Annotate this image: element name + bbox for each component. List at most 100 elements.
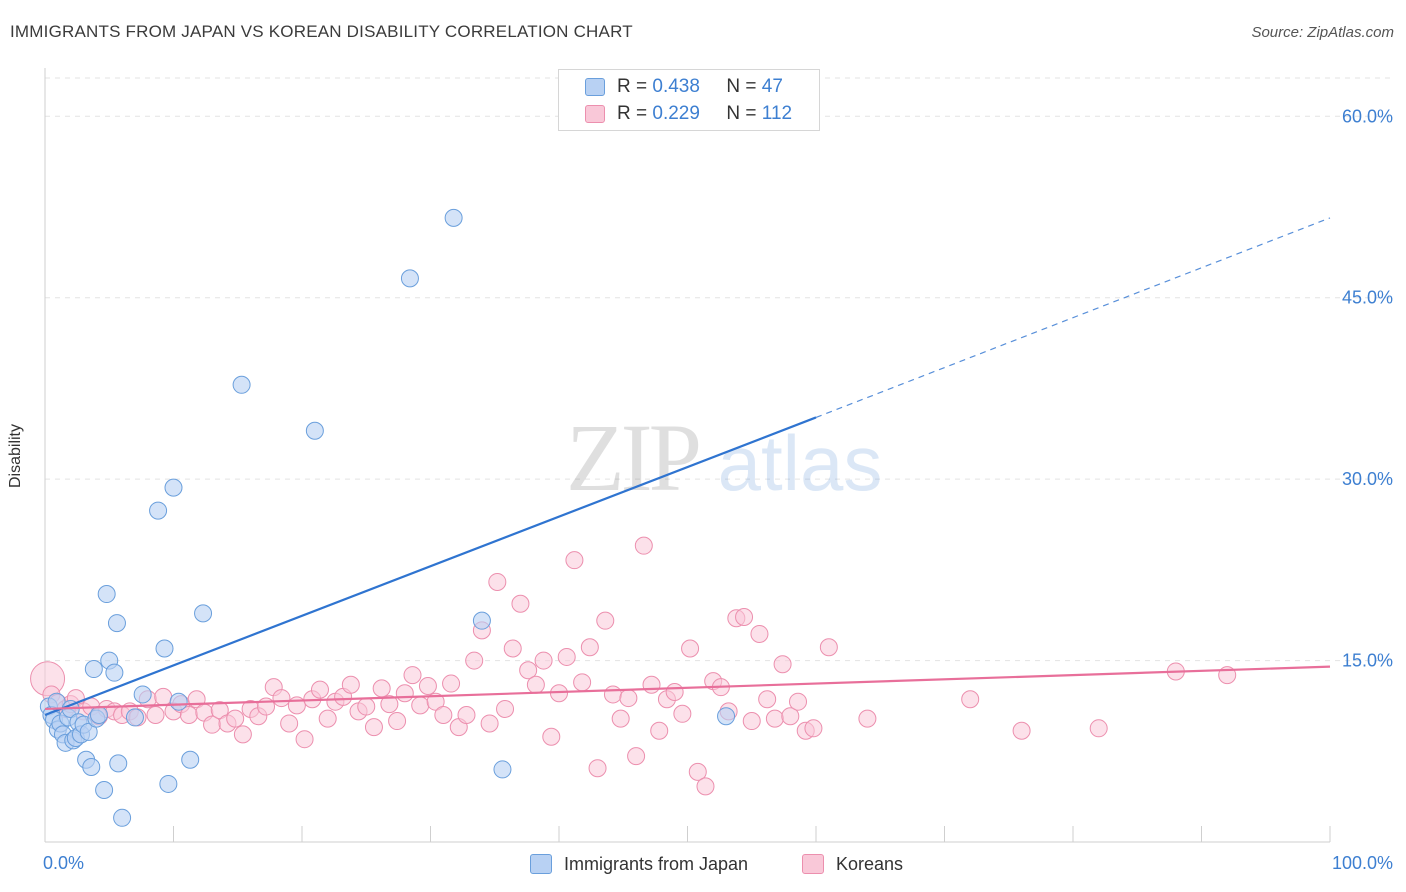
y-axis-label: Disability [7, 423, 24, 489]
legend-n-value: 47 [761, 76, 783, 97]
japan-point [84, 660, 103, 679]
bottom-legend-koreans: Koreans [802, 852, 903, 876]
korean-point [688, 762, 707, 781]
korean-point [364, 718, 383, 737]
korean-point [750, 624, 769, 643]
korean-point [619, 689, 638, 708]
y-tick-label: 30.0% [1342, 469, 1393, 489]
korean-point [773, 655, 792, 674]
korean-point [1012, 721, 1031, 740]
japan-point [194, 604, 213, 623]
grid-lines [45, 77, 1395, 662]
japan-point [97, 585, 116, 604]
watermark: ZIP atlas [566, 404, 882, 511]
korean-point [480, 714, 499, 733]
korean-point [634, 536, 653, 555]
japan-point [95, 780, 114, 799]
korean-point [557, 647, 576, 666]
korean-point [511, 594, 530, 613]
korean-point [233, 725, 252, 744]
korean-point [372, 679, 391, 698]
japan-point [133, 685, 152, 704]
korean-point [650, 721, 669, 740]
japan-point [472, 611, 491, 630]
korean-point [588, 759, 607, 778]
legend-r-value: 0.229 [652, 103, 700, 124]
japan-point [105, 663, 124, 682]
korean-point [388, 712, 407, 731]
japan-point [400, 269, 419, 288]
japan-point [159, 774, 178, 793]
japan-point [82, 758, 101, 777]
legend-r-value: 0.438 [652, 76, 700, 97]
korean-point [357, 697, 376, 716]
korean-point [565, 551, 584, 570]
japan-point [232, 375, 251, 394]
korean-point [735, 608, 754, 627]
korean-point [310, 680, 329, 699]
korean-point [226, 709, 245, 728]
korean-point [627, 747, 646, 766]
japan-point [444, 208, 463, 227]
japan-point [89, 706, 108, 724]
korean-points [30, 536, 1237, 796]
korean-point [395, 684, 414, 703]
korean-point [603, 685, 622, 704]
bottom-legend-label-koreans: Koreans [836, 853, 904, 874]
korean-point [1089, 719, 1108, 738]
korean-trend-line [44, 665, 1331, 711]
korean-point [295, 730, 314, 749]
korean-point [573, 673, 592, 692]
japan-point [149, 501, 168, 520]
korean-point [681, 639, 700, 658]
korean-point [758, 690, 777, 709]
bottom-legend-japan: Immigrants from Japan [530, 852, 748, 876]
legend-swatch-japan [585, 78, 605, 96]
korean-point [534, 651, 553, 670]
korean-point [665, 683, 684, 702]
bottom-legend-swatch-japan [530, 854, 552, 874]
bottom-legend-label-japan: Immigrants from Japan [564, 853, 749, 874]
korean-point [673, 704, 692, 723]
korean-point [434, 706, 453, 724]
korean-point [611, 709, 630, 728]
korean-point [280, 714, 299, 733]
korean-point [465, 651, 484, 670]
y-tick-labels: 15.0% 30.0% 45.0% 60.0% [1342, 106, 1393, 670]
korean-point [457, 706, 476, 724]
korean-point [742, 712, 761, 731]
watermark-atlas: atlas [718, 419, 883, 507]
y-tick-label: 15.0% [1342, 651, 1393, 671]
y-tick-label: 45.0% [1342, 288, 1393, 308]
korean-point [442, 674, 461, 693]
y-tick-label: 60.0% [1342, 106, 1393, 126]
korean-point [789, 692, 808, 711]
korean-point [503, 639, 522, 658]
korean-point [318, 709, 337, 728]
correlation-legend: R = 0.438 N = 47 R = 0.229 N = 112 [558, 69, 820, 131]
legend-n-value: 112 [761, 103, 793, 124]
korean-point [642, 675, 661, 694]
x-tick-label-max: 100.0% [1331, 853, 1393, 873]
trend-lines [44, 217, 1331, 717]
legend-row-koreans: R = 0.229 N = 112 [585, 102, 792, 126]
japan-point [164, 478, 183, 497]
korean-point [526, 675, 545, 694]
japan-point [493, 760, 512, 779]
korean-point [496, 699, 515, 718]
korean-point [403, 666, 422, 685]
korean-point [418, 676, 437, 695]
japan-point [305, 421, 324, 440]
japan-point [113, 808, 132, 827]
legend-swatch-koreans [585, 105, 605, 123]
watermark-zip: ZIP [566, 404, 699, 511]
japan-point [717, 707, 736, 726]
japan-point [155, 639, 174, 658]
japan-point [125, 708, 144, 727]
japan-point [79, 722, 98, 741]
japan-point [169, 692, 188, 711]
korean-point [596, 611, 615, 630]
korean-point [804, 719, 823, 738]
japan-points [39, 208, 736, 827]
